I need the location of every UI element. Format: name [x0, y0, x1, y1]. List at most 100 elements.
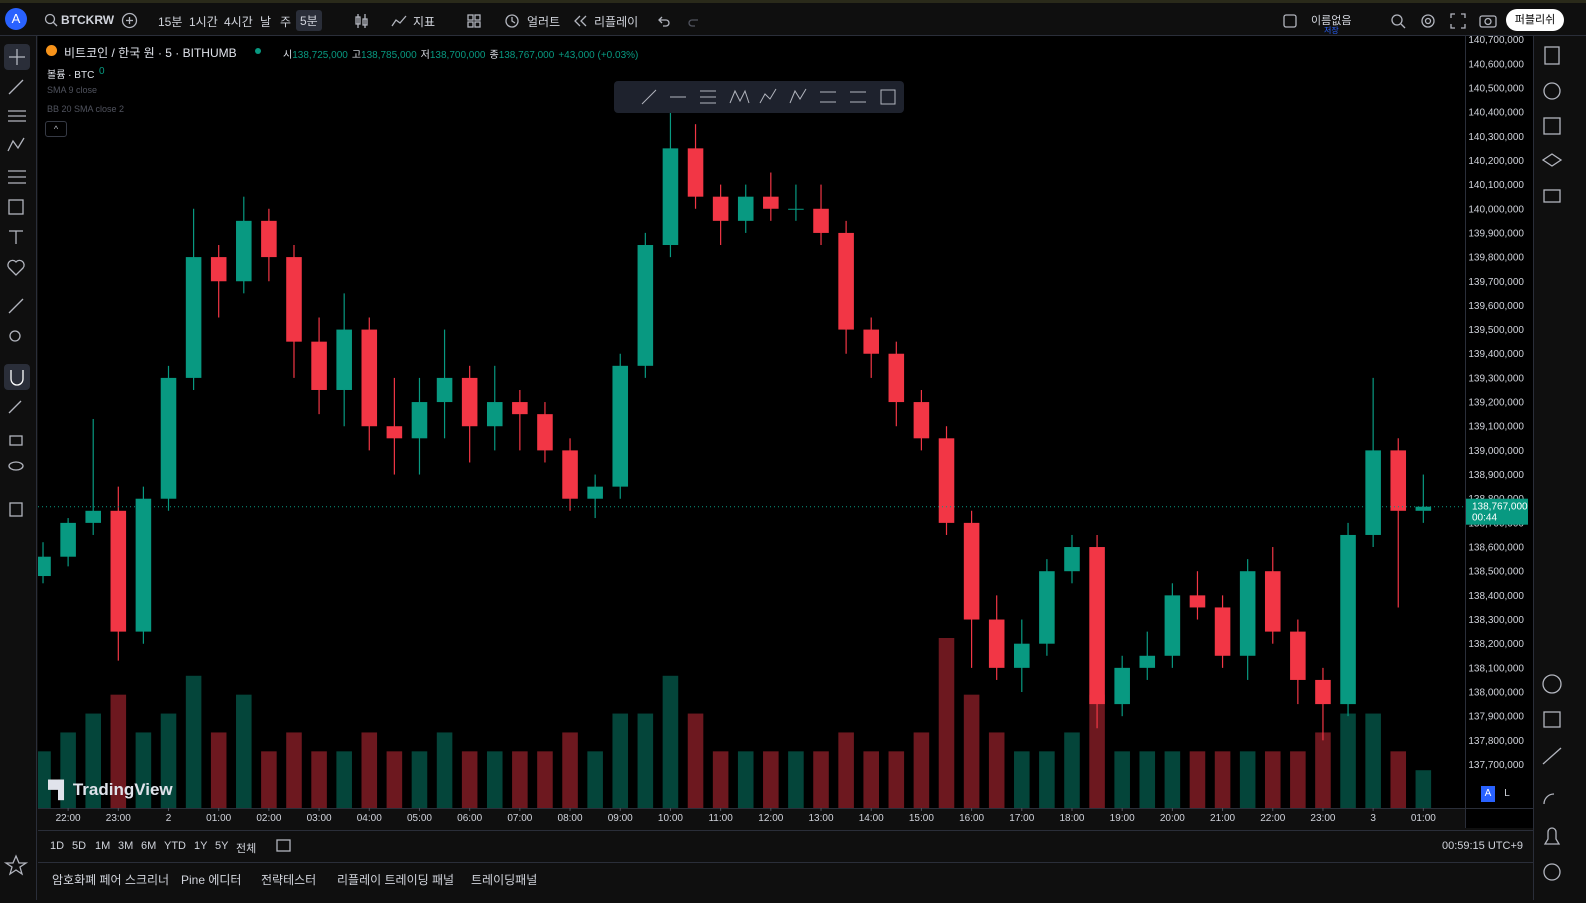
layout-state: 저장 [1324, 26, 1339, 35]
y-tick-label: 137,800,000 [1468, 736, 1524, 747]
y-tick-label: 140,300,000 [1468, 132, 1524, 143]
collapse-legend[interactable]: ^ [45, 121, 67, 137]
pattern-tool[interactable] [7, 137, 25, 152]
calendar[interactable] [1543, 711, 1561, 728]
lock-tool[interactable] [9, 435, 23, 446]
hide-tool[interactable] [8, 461, 24, 471]
ideas[interactable] [1542, 747, 1562, 765]
range-button[interactable]: YTD [164, 840, 186, 852]
change: +43,000 (+0.03%) [558, 50, 639, 61]
interval[interactable]: 1시간 [189, 15, 218, 29]
candle-body [1039, 571, 1055, 644]
text-tool[interactable] [9, 230, 23, 244]
news[interactable] [1543, 117, 1561, 135]
floating-tools[interactable] [641, 88, 896, 105]
fib-tool[interactable] [8, 110, 26, 122]
publish-button[interactable]: 퍼블리쉬 [1506, 9, 1564, 31]
volume-bar [1365, 713, 1381, 808]
replay[interactable]: 리플레이 [594, 15, 639, 29]
y-tick-label: 138,200,000 [1468, 639, 1524, 650]
redo[interactable] [687, 14, 701, 28]
quick-search[interactable] [1390, 13, 1406, 29]
x-tick-label: 08:00 [558, 813, 583, 824]
indicator-icon [391, 15, 407, 27]
x-tick-label: 01:00 [1411, 813, 1436, 824]
watchlist-star[interactable] [3, 854, 29, 876]
volume-bar [1189, 751, 1206, 808]
chart-style[interactable] [354, 13, 370, 29]
measure-tool[interactable] [8, 298, 24, 314]
zoom-tool[interactable] [9, 330, 21, 342]
chat[interactable] [1543, 189, 1561, 203]
interval[interactable]: 4시간 [224, 15, 253, 29]
candle-body [838, 232, 854, 330]
notifications[interactable] [1543, 827, 1561, 845]
help[interactable] [1543, 863, 1561, 881]
x-tick-label: 14:00 [859, 813, 884, 824]
trend-line-tool[interactable] [8, 79, 24, 95]
candle-body [963, 522, 980, 620]
volume-bar [85, 713, 101, 808]
snapshot[interactable] [1479, 13, 1497, 29]
panel-tab[interactable]: 암호화폐 페어 스크리너 [52, 873, 170, 887]
templates[interactable] [467, 14, 481, 28]
sidebar-icons [1541, 46, 1563, 881]
magnet-tool[interactable] [4, 364, 30, 390]
shape-tool[interactable] [8, 199, 24, 215]
interval[interactable]: 주 [280, 15, 292, 29]
log-scale[interactable]: L [1504, 788, 1510, 799]
add-symbol[interactable] [121, 12, 138, 29]
candle-body [1390, 450, 1407, 511]
forecast-tool[interactable] [8, 170, 26, 184]
volume-bar [1214, 751, 1231, 808]
goto-date[interactable] [276, 838, 292, 852]
panel-tab[interactable]: Pine 에디터 [181, 873, 242, 887]
volume-bar [1239, 751, 1256, 808]
fullscreen[interactable] [1450, 13, 1466, 29]
x-tick-label: 03:00 [307, 813, 332, 824]
range-button[interactable]: 1M [95, 840, 111, 852]
range-button[interactable]: 5Y [215, 840, 229, 852]
range-button[interactable]: 전체 [236, 843, 257, 855]
interval[interactable]: 15분 [158, 15, 183, 29]
settings[interactable] [1420, 13, 1436, 29]
layers[interactable] [1541, 153, 1563, 167]
streams[interactable] [1543, 793, 1555, 805]
range-button[interactable]: 5D [72, 840, 87, 852]
interval-selected[interactable]: 5분 [296, 10, 322, 31]
undo[interactable] [657, 14, 671, 28]
candle-body [737, 196, 754, 221]
x-tick-label: 01:00 [206, 813, 231, 824]
layout-name[interactable]: 이름없음 [1311, 15, 1352, 27]
alert[interactable]: 얼러트 [527, 15, 561, 29]
favorites-tool[interactable] [7, 259, 25, 276]
watchlist[interactable] [1544, 46, 1560, 65]
range-button[interactable]: 1D [50, 840, 65, 852]
avatar[interactable]: A [5, 8, 27, 30]
auto-scale[interactable]: A [1481, 786, 1495, 802]
delete-tool[interactable] [9, 502, 23, 517]
volume-bar [1264, 751, 1281, 808]
y-tick-label: 138,900,000 [1468, 470, 1524, 481]
volume-bar [938, 638, 955, 808]
range-button[interactable]: 1Y [194, 840, 208, 852]
symbol[interactable]: BTCKRW [61, 13, 115, 27]
last-price-tag [1466, 498, 1528, 525]
volume-bar [662, 675, 679, 808]
range-button[interactable]: 3M [118, 840, 134, 852]
range-button[interactable]: 6M [141, 840, 157, 852]
panel-tab[interactable]: 전략테스터 [261, 873, 317, 887]
ohlc-value: 138,725,000 [292, 50, 348, 61]
candle-body [1365, 450, 1381, 535]
panel-tab[interactable]: 리플레이 트레이딩 패널 [337, 873, 455, 887]
indicators[interactable]: 지표 [413, 15, 436, 29]
interval[interactable]: 날 [260, 15, 272, 29]
target[interactable] [1542, 674, 1562, 694]
y-tick-label: 138,500,000 [1468, 567, 1524, 578]
volume-bar [1164, 751, 1181, 808]
alerts[interactable] [1543, 82, 1561, 100]
overlay [614, 81, 904, 113]
keep-drawing-tool[interactable] [8, 400, 22, 414]
cursor-tool[interactable] [4, 44, 30, 70]
panel-tab[interactable]: 트레이딩패널 [471, 873, 538, 887]
